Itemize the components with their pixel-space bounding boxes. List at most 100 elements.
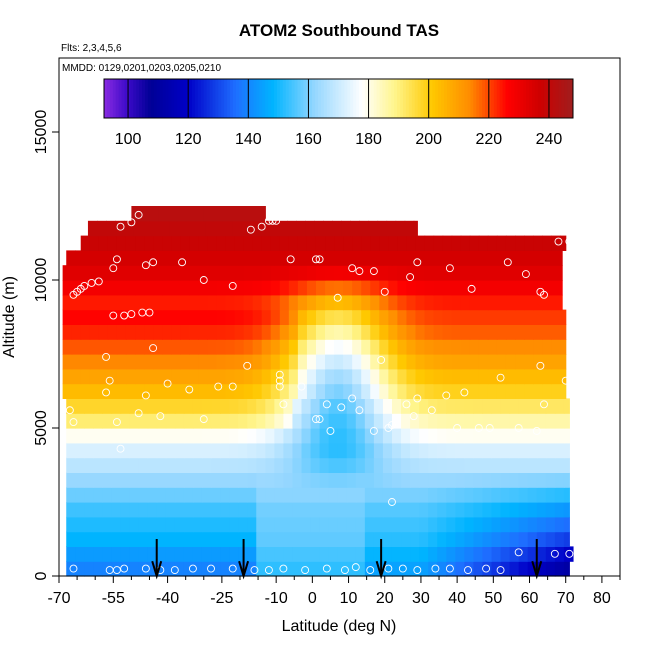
- colorbar-segment: [232, 79, 237, 118]
- heatmap-cell: [84, 457, 94, 473]
- heatmap-cell: [171, 235, 181, 251]
- heatmap-cell: [207, 368, 218, 385]
- sample-point: [246, 225, 255, 234]
- colorbar-segment: [218, 79, 222, 118]
- heatmap-cell: [265, 428, 275, 444]
- heatmap-cell: [315, 235, 326, 251]
- heatmap-cell: [352, 383, 362, 399]
- heatmap-cell: [62, 383, 73, 399]
- heatmap-cell: [404, 220, 415, 237]
- heatmap-cell: [198, 339, 208, 355]
- heatmap-cell: [138, 413, 149, 429]
- heatmap-cell: [315, 339, 326, 355]
- heatmap-cell: [545, 546, 556, 562]
- heatmap-cell: [138, 442, 149, 459]
- heatmap-cell: [482, 250, 493, 266]
- heatmap-cell: [144, 383, 154, 399]
- sample-point: [65, 406, 74, 415]
- heatmap-cell: [319, 457, 330, 473]
- sample-point: [388, 421, 396, 429]
- heatmap-cell: [424, 324, 435, 340]
- colorbar-segment: [271, 79, 275, 118]
- heatmap-cell: [71, 368, 82, 385]
- sample-point: [532, 427, 541, 435]
- heatmap-cell: [120, 442, 131, 459]
- heatmap-cell: [328, 398, 339, 414]
- sample-point: [69, 564, 78, 573]
- heatmap-cell: [382, 487, 393, 503]
- sample-point: [312, 255, 320, 264]
- heatmap-cell: [428, 531, 438, 547]
- heatmap-cell: [560, 280, 563, 296]
- heatmap-cell: [234, 280, 245, 296]
- heatmap-cell: [491, 428, 502, 444]
- colorbar-segment: [189, 79, 193, 118]
- heatmap-cell: [201, 561, 212, 577]
- heatmap-cell: [346, 546, 357, 562]
- heatmap-cell: [410, 531, 420, 547]
- sample-point: [366, 566, 375, 575]
- heatmap-cell: [158, 206, 169, 222]
- heatmap-cell: [160, 220, 170, 237]
- heatmap-cell: [89, 339, 100, 355]
- heatmap-cell: [310, 472, 321, 488]
- x-tick-label: 60: [521, 590, 539, 607]
- heatmap-cell: [270, 368, 281, 385]
- colorbar-segment: [570, 79, 574, 118]
- heatmap-cell: [201, 531, 212, 547]
- heatmap-cell: [162, 294, 172, 311]
- heatmap-cell: [75, 250, 85, 266]
- heatmap-cell: [401, 398, 411, 414]
- heatmap-cell: [66, 457, 76, 473]
- heatmap-cell: [527, 546, 538, 562]
- heatmap-cell: [545, 442, 556, 459]
- heatmap-cell: [243, 309, 254, 325]
- heatmap-cell: [125, 235, 136, 251]
- heatmap-cell: [428, 516, 438, 533]
- heatmap-cell: [469, 339, 480, 355]
- heatmap-cell: [563, 413, 570, 429]
- heatmap-cell: [536, 457, 547, 473]
- heatmap-cell: [518, 531, 529, 547]
- heatmap-cell: [496, 324, 507, 340]
- heatmap-cell: [364, 428, 375, 444]
- heatmap-cell: [382, 398, 393, 414]
- heatmap-cell: [238, 472, 248, 488]
- colorbar-segment: [256, 79, 260, 118]
- sample-point: [134, 409, 143, 418]
- heatmap-cell: [306, 354, 317, 370]
- colorbar-tick-label: 100: [115, 131, 142, 148]
- heatmap-cell: [107, 280, 118, 296]
- heatmap-cell: [292, 487, 303, 503]
- heatmap-cell: [93, 502, 104, 518]
- heatmap-cell: [301, 442, 312, 459]
- heatmap-cell: [111, 442, 122, 459]
- heatmap-cell: [491, 413, 502, 429]
- heatmap-cell: [328, 516, 339, 533]
- heatmap-cell: [220, 546, 230, 562]
- heatmap-cell: [180, 354, 190, 370]
- heatmap-cell: [464, 250, 475, 266]
- sample-point: [272, 216, 281, 225]
- heatmap-cell: [554, 442, 565, 459]
- heatmap-cell: [460, 235, 471, 251]
- heatmap-cell: [120, 250, 131, 266]
- heatmap-cell: [75, 457, 85, 473]
- heatmap-cell: [144, 368, 154, 385]
- colorbar-segment: [449, 79, 454, 118]
- heatmap-cell: [551, 324, 561, 340]
- heatmap-cell: [328, 250, 339, 266]
- sample-point: [384, 564, 393, 573]
- heatmap-cell: [125, 265, 136, 281]
- heatmap-cell: [410, 502, 420, 518]
- heatmap-cell: [156, 546, 167, 562]
- heatmap-cell: [189, 368, 199, 385]
- heatmap-cell: [238, 487, 248, 503]
- heatmap-cell: [185, 206, 196, 222]
- sample-point: [105, 376, 114, 385]
- colorbar-segment: [379, 79, 383, 118]
- colorbar-segment: [326, 79, 331, 118]
- heatmap-cell: [211, 413, 221, 429]
- heatmap-cell: [207, 309, 218, 325]
